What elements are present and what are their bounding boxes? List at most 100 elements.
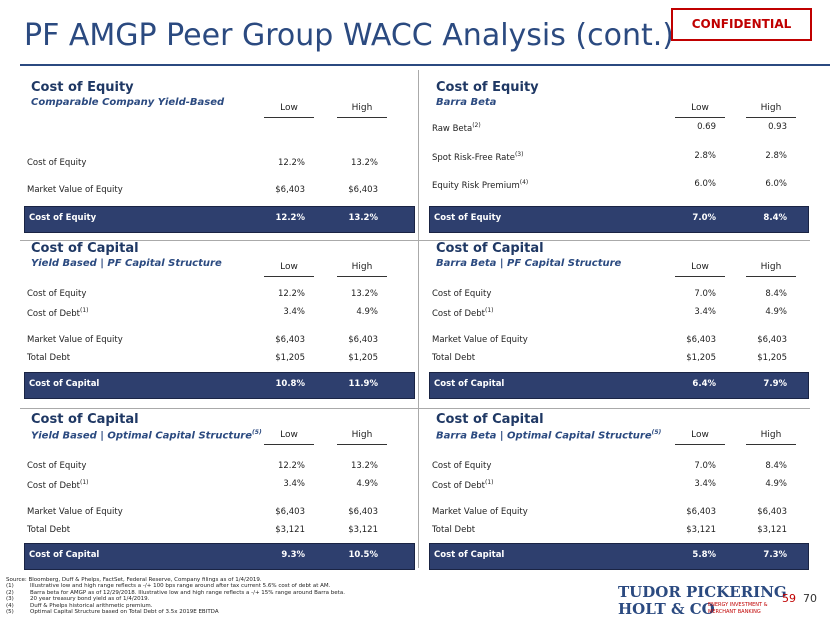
row-label: Cost of Equity: [27, 158, 87, 168]
row-label: Total Debt: [27, 525, 71, 535]
total-label: Cost of Equity: [434, 213, 502, 223]
column-header: High: [760, 103, 782, 113]
cell: 12.2%: [277, 461, 305, 471]
cell: 2.8%: [694, 151, 716, 161]
footnote-mark: (2): [6, 589, 14, 596]
header-rule: [337, 276, 387, 277]
row-label: Market Value of Equity: [432, 335, 528, 345]
row-label: Cost of Equity: [27, 289, 87, 299]
logo-line: HOLT & CO: [618, 600, 715, 618]
total-cell: 7.9%: [763, 379, 787, 389]
logo-tag: MERCHANT BANKING: [708, 609, 761, 615]
footnote-ref: (4): [519, 179, 529, 186]
total-cell: 9.3%: [281, 550, 305, 560]
cell: $6,403: [686, 335, 716, 345]
row-label: Equity Risk Premium(4): [432, 179, 529, 191]
row-label: Cost of Equity: [27, 461, 87, 471]
panel-subtitle: Barra Beta | PF Capital Structure: [436, 258, 622, 269]
row-label: Cost of Debt(1): [27, 479, 89, 491]
header-rule: [746, 444, 796, 445]
row-label: Total Debt: [432, 353, 476, 363]
total-bar: [24, 372, 415, 399]
cell: 7.0%: [694, 289, 716, 299]
header-rule: [264, 117, 314, 118]
divider: [20, 240, 810, 241]
footnote-text: Illustrative low and high range reflects…: [30, 583, 331, 589]
cell: 3.4%: [283, 307, 305, 317]
cell: 8.4%: [765, 289, 787, 299]
column-header: Low: [280, 430, 298, 440]
row-label: Total Debt: [27, 353, 71, 363]
cell: 12.2%: [277, 289, 305, 299]
footnote-ref: (3): [514, 151, 524, 158]
footnote-ref: (1): [485, 479, 494, 486]
footnote-ref: (2): [472, 122, 481, 129]
row-label: Cost of Debt(1): [432, 307, 494, 319]
total-label: Cost of Capital: [29, 379, 100, 389]
cell: 13.2%: [350, 158, 378, 168]
footnote-text: Optimal Capital Structure based on Total…: [30, 609, 219, 615]
row-label: Spot Risk-Free Rate(3): [432, 151, 524, 163]
cell: $3,121: [348, 525, 378, 535]
header-rule: [675, 117, 725, 118]
footnote-ref: (1): [80, 479, 89, 486]
cell: $3,121: [757, 525, 787, 535]
cell: $6,403: [275, 507, 305, 517]
title-rule: [20, 64, 830, 66]
column-header: High: [351, 430, 373, 440]
footnote-ref: (5): [651, 429, 662, 436]
page-total: 70: [803, 592, 817, 605]
column-header: Low: [280, 262, 298, 272]
confidential-badge: CONFIDENTIAL: [671, 8, 812, 41]
total-label: Cost of Capital: [434, 550, 505, 560]
footnote-text: 20 year treasury bond yield as of 1/4/20…: [30, 596, 150, 602]
column-header: Low: [691, 103, 709, 113]
footnote-text: Barra beta for AMGP as of 12/29/2018. Il…: [30, 589, 345, 596]
footnote-mark: (1): [6, 583, 14, 589]
divider: [418, 70, 419, 568]
panel-subtitle: Yield Based | PF Capital Structure: [31, 258, 222, 269]
panel-subtitle: Yield Based | Optimal Capital Structure(…: [31, 429, 262, 442]
panel-title: Cost of Capital: [436, 241, 544, 256]
cell: 4.9%: [765, 307, 787, 317]
total-bar: [429, 543, 809, 570]
header-rule: [264, 276, 314, 277]
cell: 4.9%: [356, 479, 378, 489]
divider: [20, 408, 810, 409]
row-label: Market Value of Equity: [27, 185, 123, 195]
footnote-mark: (3): [6, 596, 14, 602]
column-header: High: [351, 262, 373, 272]
row-label: Market Value of Equity: [432, 507, 528, 517]
panel-title: Cost of Equity: [31, 80, 134, 95]
cell: 0.93: [768, 122, 787, 132]
row-label: Raw Beta(2): [432, 122, 481, 134]
total-bar: [24, 206, 415, 233]
panel-subtitle: Comparable Company Yield-Based: [31, 97, 225, 108]
total-cell: 10.8%: [275, 379, 306, 389]
cell: 4.9%: [765, 479, 787, 489]
total-bar: [429, 206, 809, 233]
footnote-ref: (1): [80, 307, 89, 314]
row-label: Cost of Debt(1): [27, 307, 89, 319]
cell: 8.4%: [765, 461, 787, 471]
column-header: Low: [280, 103, 298, 113]
column-header: Low: [691, 430, 709, 440]
panel-title: Cost of Capital: [31, 412, 139, 427]
footnote-mark: (4): [6, 602, 14, 609]
cell: $3,121: [686, 525, 716, 535]
total-label: Cost of Capital: [29, 550, 100, 560]
cell: 0.69: [697, 122, 716, 132]
panel-subtitle: Barra Beta | Optimal Capital Structure(5…: [436, 429, 662, 442]
panel-title: Cost of Equity: [436, 80, 539, 95]
column-header: High: [760, 262, 782, 272]
cell: 2.8%: [765, 151, 787, 161]
total-bar: [24, 543, 415, 570]
cell: $6,403: [757, 507, 787, 517]
header-rule: [675, 276, 725, 277]
row-label: Market Value of Equity: [27, 507, 123, 517]
cell: $1,205: [686, 353, 716, 363]
total-bar: [429, 372, 809, 399]
page-number: 59: [782, 592, 796, 605]
cell: 3.4%: [694, 479, 716, 489]
